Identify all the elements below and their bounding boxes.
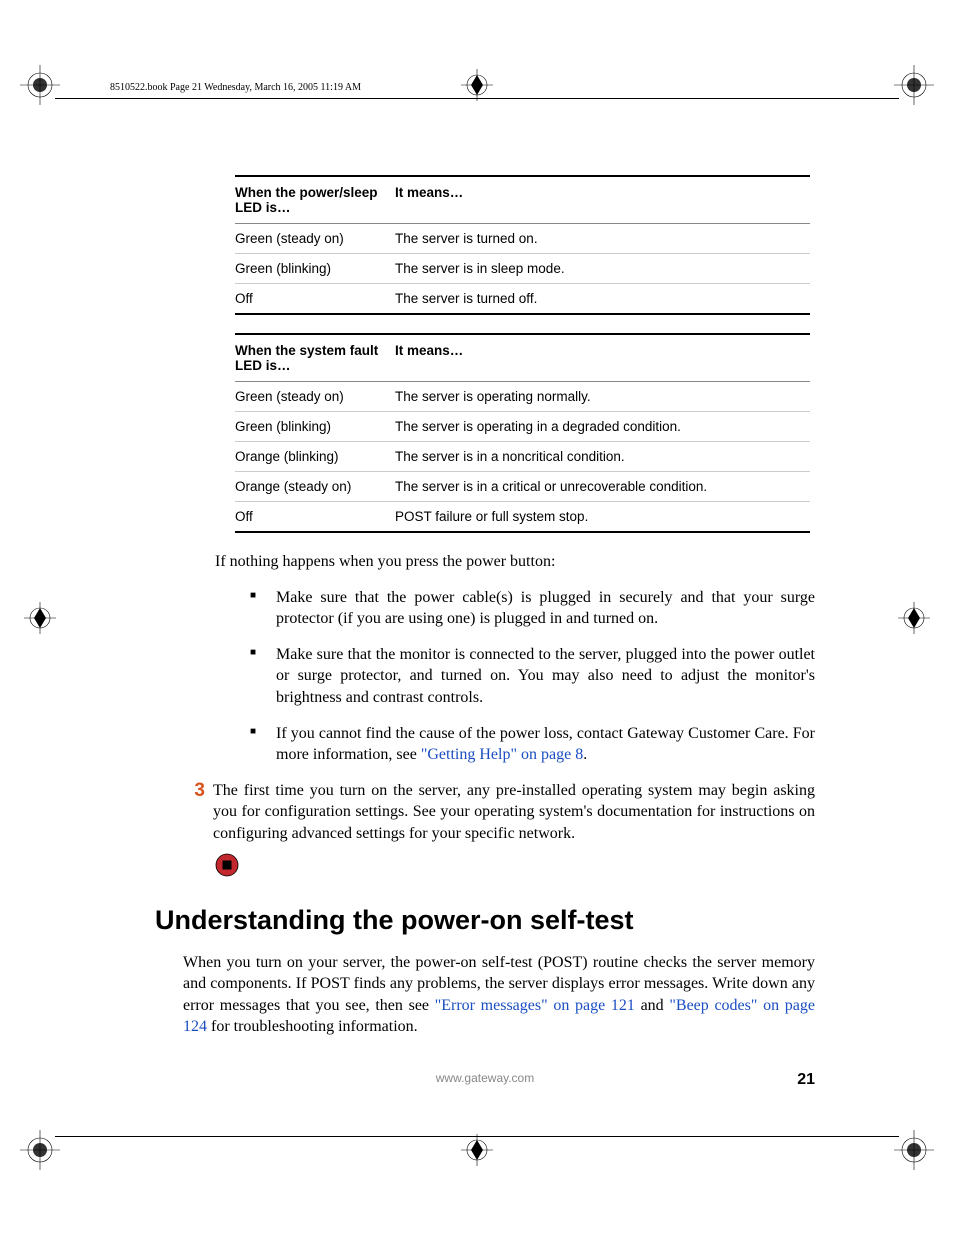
table2-col1-header: When the system fault LED is…	[235, 334, 395, 382]
table-row: Green (steady on)The server is operating…	[235, 382, 810, 412]
page-content: When the power/sleep LED is… It means… G…	[155, 175, 815, 1038]
crop-mark-br	[894, 1130, 934, 1170]
running-head: 8510522.book Page 21 Wednesday, March 16…	[110, 82, 361, 93]
power-sleep-led-table: When the power/sleep LED is… It means… G…	[235, 175, 810, 315]
error-messages-link[interactable]: "Error messages" on page 121	[435, 997, 635, 1014]
table-row: OffPOST failure or full system stop.	[235, 502, 810, 533]
list-item: Make sure that the power cable(s) is plu…	[250, 587, 815, 630]
footer-url: www.gateway.com	[436, 1071, 534, 1085]
table1-col2-header: It means…	[395, 176, 810, 224]
intro-text: If nothing happens when you press the po…	[215, 551, 815, 573]
list-item: Make sure that the monitor is connected …	[250, 644, 815, 709]
table-row: Orange (steady on)The server is in a cri…	[235, 472, 810, 502]
table1-col1-header: When the power/sleep LED is…	[235, 176, 395, 224]
table-row: Green (blinking)The server is in sleep m…	[235, 254, 810, 284]
page-number: 21	[797, 1071, 815, 1089]
troubleshoot-list: Make sure that the power cable(s) is plu…	[250, 587, 815, 766]
table-row: OffThe server is turned off.	[235, 284, 810, 315]
list-item: If you cannot find the cause of the powe…	[250, 723, 815, 766]
step-number: 3	[185, 780, 213, 845]
page-footer: www.gateway.com 21	[155, 1071, 815, 1085]
footer-rule	[55, 1136, 899, 1137]
crop-mark-bl	[20, 1130, 60, 1170]
crop-mark-tr	[894, 65, 934, 105]
table-row: Green (blinking)The server is operating …	[235, 412, 810, 442]
table-row: Green (steady on)The server is turned on…	[235, 224, 810, 254]
table2-col2-header: It means…	[395, 334, 810, 382]
system-fault-led-table: When the system fault LED is… It means… …	[235, 333, 810, 533]
section-paragraph: When you turn on your server, the power-…	[183, 952, 815, 1038]
step-3: 3 The first time you turn on the server,…	[185, 780, 815, 845]
crop-mark-tc	[457, 65, 497, 105]
crop-mark-tl	[20, 65, 60, 105]
table-row: Orange (blinking)The server is in a nonc…	[235, 442, 810, 472]
step-text: The first time you turn on the server, a…	[213, 780, 815, 845]
crop-mark-mr	[894, 598, 934, 638]
header-rule	[55, 98, 899, 99]
getting-help-link[interactable]: "Getting Help" on page 8	[421, 746, 583, 763]
stop-icon	[215, 853, 815, 877]
section-heading: Understanding the power-on self-test	[155, 905, 815, 936]
crop-mark-ml	[20, 598, 60, 638]
